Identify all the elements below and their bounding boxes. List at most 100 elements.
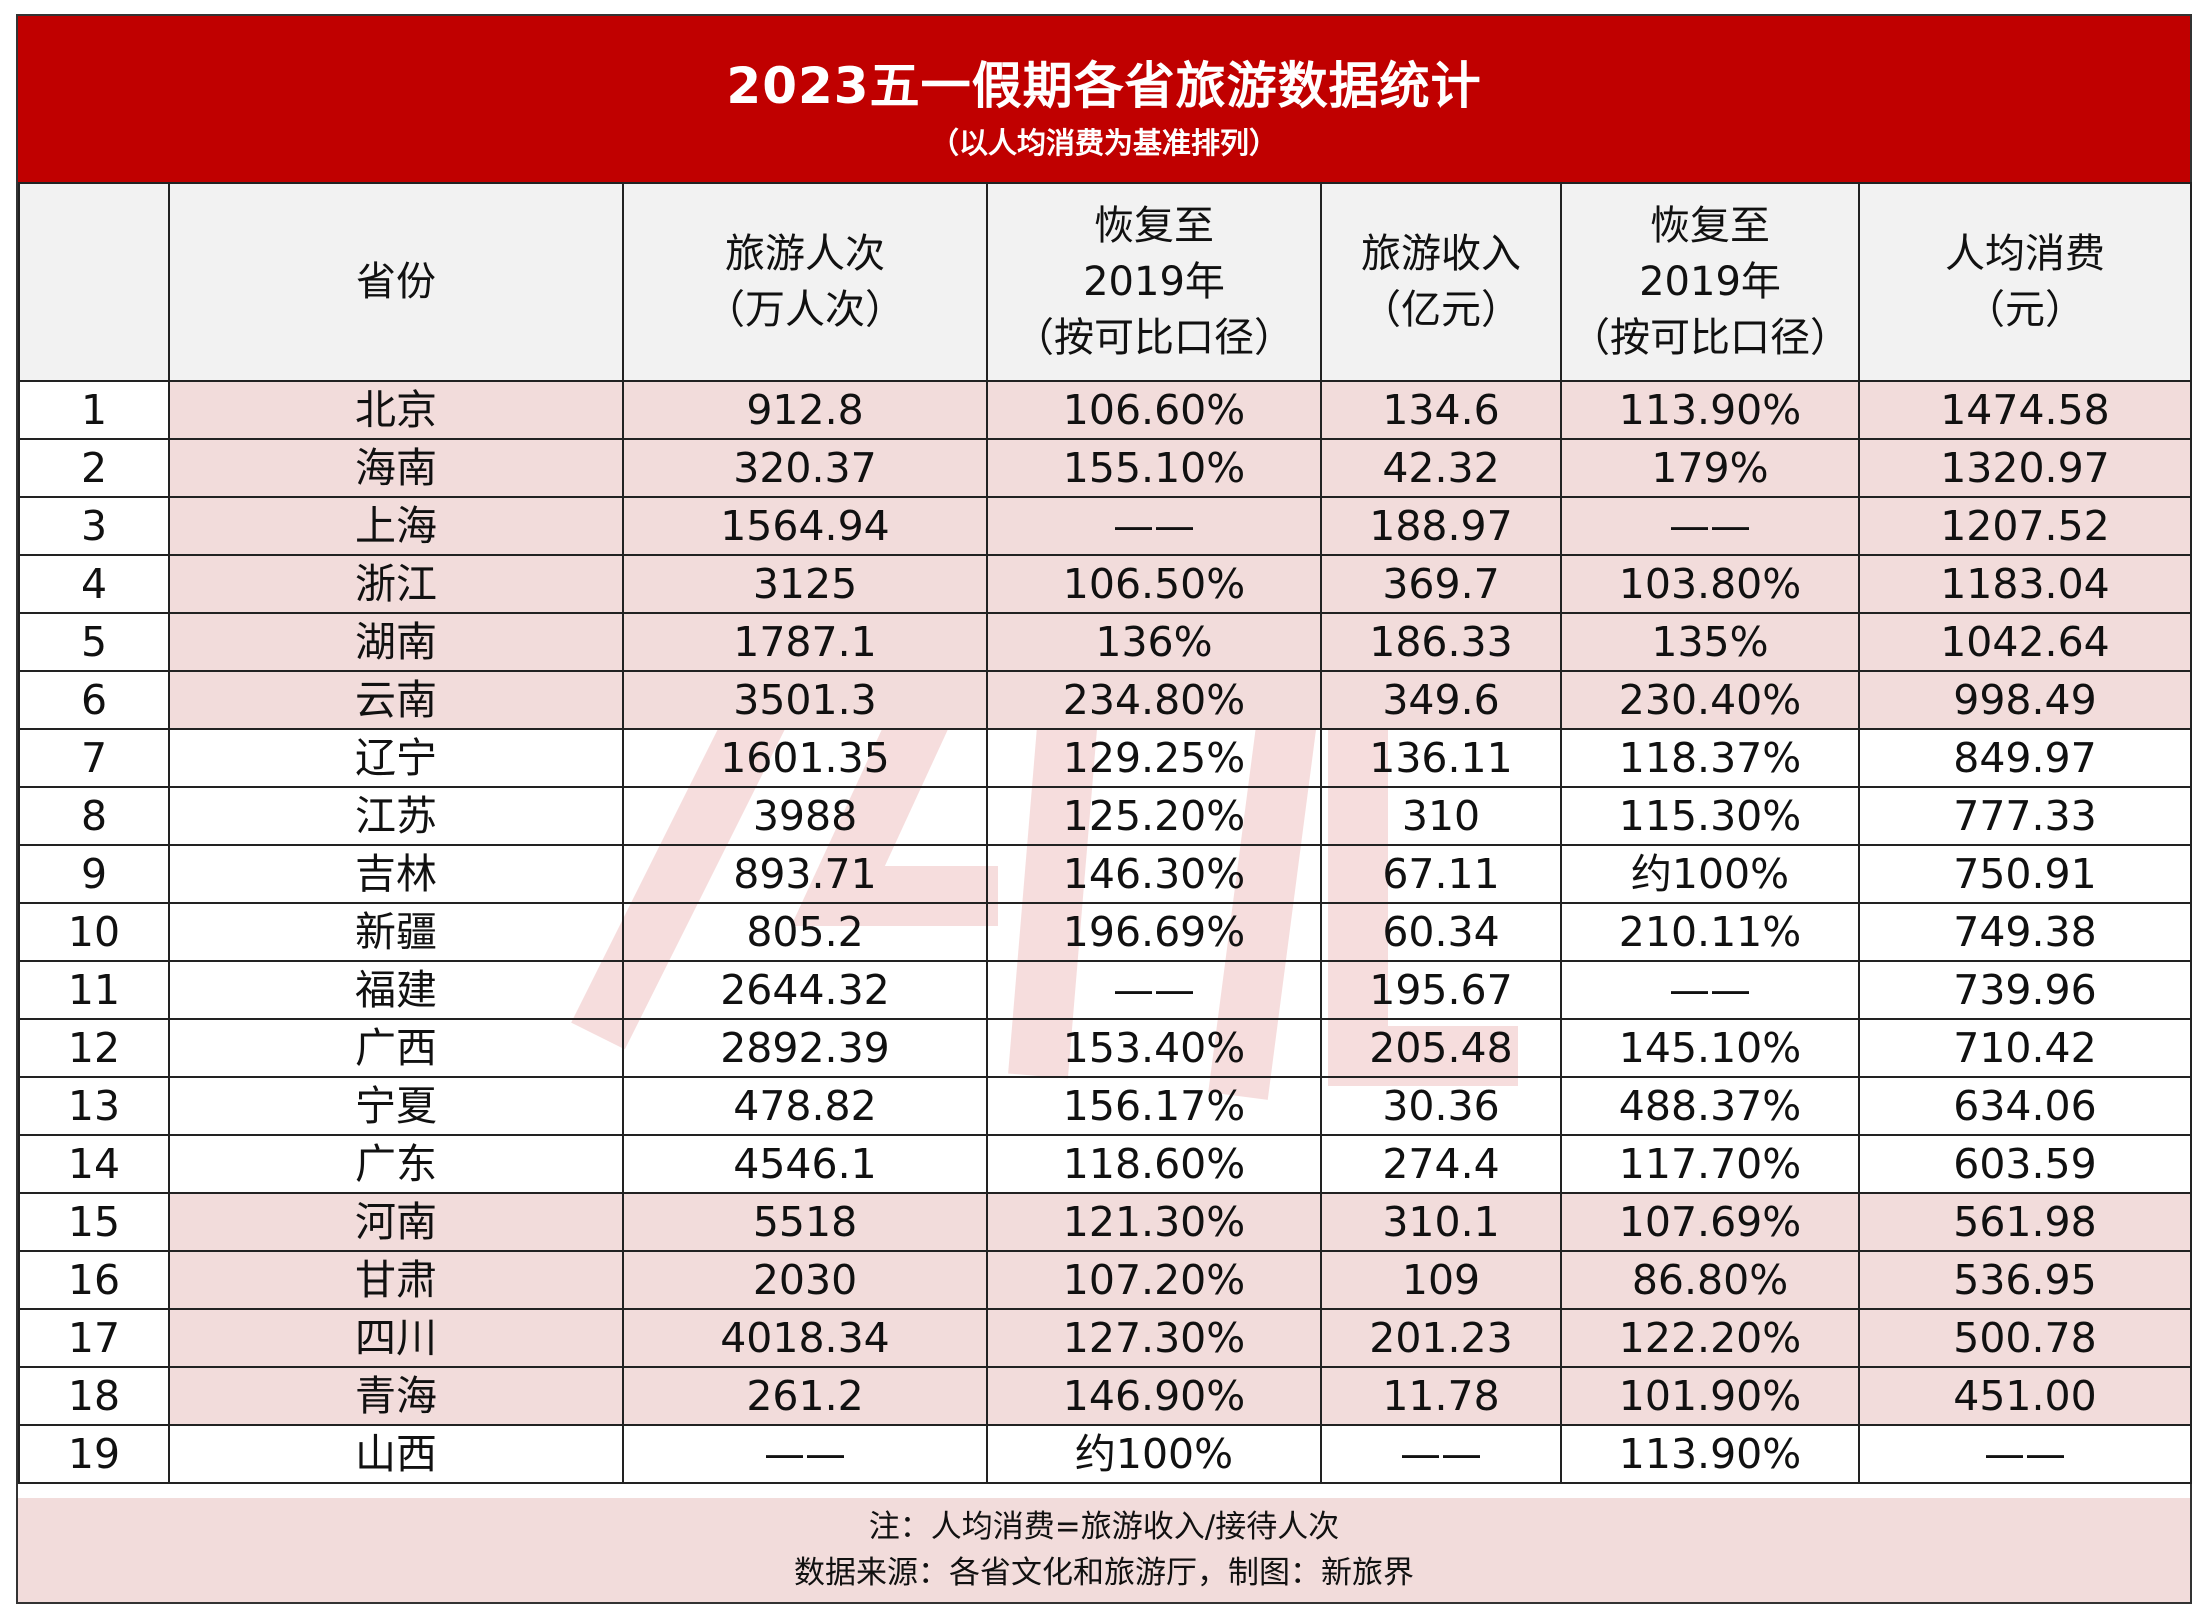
rank-column-header [18, 182, 170, 382]
visits-cell: 261.2 [622, 1366, 988, 1426]
table-row: 4 浙江 3125 106.50% 369.7 103.80% 1183.04 [18, 554, 2192, 614]
header-label-line: 2019年 [1083, 259, 1225, 305]
revenue-cell: 67.11 [1320, 844, 1562, 904]
visits-recovery-cell: 234.80% [986, 670, 1322, 730]
table-row: 6 云南 3501.3 234.80% 349.6 230.40% 998.49 [18, 670, 2192, 730]
revenue-cell: 310.1 [1320, 1192, 1562, 1252]
per-capita-cell: —— [1858, 1424, 2192, 1484]
rank-cell: 12 [18, 1018, 170, 1078]
rank-cell: 2 [18, 438, 170, 498]
per-capita-cell: 634.06 [1858, 1076, 2192, 1136]
revenue-recovery-column-header: 恢复至 2019年 （按可比口径） [1560, 182, 1860, 382]
table-row: 1 北京 912.8 106.60% 134.6 113.90% 1474.58 [18, 380, 2192, 440]
revenue-cell: 134.6 [1320, 380, 1562, 440]
page-subtitle: （以人均消费为基准排列） [929, 126, 1278, 160]
visits-cell: 5518 [622, 1192, 988, 1252]
rank-cell: 5 [18, 612, 170, 672]
rank-cell: 8 [18, 786, 170, 846]
header-label-line: 2019年 [1639, 259, 1781, 305]
revenue-recovery-cell: 230.40% [1560, 670, 1860, 730]
table-card: 2023五一假期各省旅游数据统计 （以人均消费为基准排列） 省份 旅游人次 （万人次… [16, 14, 2192, 1604]
province-cell: 福建 [168, 960, 624, 1020]
visits-cell: 320.37 [622, 438, 988, 498]
visits-recovery-column-header: 恢复至 2019年 （按可比口径） [986, 182, 1322, 382]
revenue-recovery-cell: 101.90% [1560, 1366, 1860, 1426]
visits-cell: 4546.1 [622, 1134, 988, 1194]
visits-recovery-cell: 125.20% [986, 786, 1322, 846]
province-cell: 四川 [168, 1308, 624, 1368]
per-capita-cell: 1207.52 [1858, 496, 2192, 556]
visits-cell: 1601.35 [622, 728, 988, 788]
footer-note: 注：人均消费=旅游收入/接待人次 [868, 1509, 1340, 1545]
table-row: 8 江苏 3988 125.20% 310 115.30% 777.33 [18, 786, 2192, 846]
per-capita-cell: 561.98 [1858, 1192, 2192, 1252]
table-row: 15 河南 5518 121.30% 310.1 107.69% 561.98 [18, 1192, 2192, 1252]
revenue-cell: 274.4 [1320, 1134, 1562, 1194]
revenue-recovery-cell: 145.10% [1560, 1018, 1860, 1078]
rank-cell: 6 [18, 670, 170, 730]
visits-cell: 3501.3 [622, 670, 988, 730]
revenue-recovery-cell: 117.70% [1560, 1134, 1860, 1194]
revenue-cell: 349.6 [1320, 670, 1562, 730]
revenue-recovery-cell: 113.90% [1560, 380, 1860, 440]
revenue-recovery-cell: 86.80% [1560, 1250, 1860, 1310]
visits-recovery-cell: 146.90% [986, 1366, 1322, 1426]
revenue-recovery-cell: 约100% [1560, 844, 1860, 904]
tourism-data-table: 省份 旅游人次 （万人次） 恢复至 2019年 （按可比口径） 旅游收入 （亿元） 恢复至 201… [18, 182, 2192, 1484]
revenue-recovery-cell: 103.80% [1560, 554, 1860, 614]
visits-cell: 2030 [622, 1250, 988, 1310]
visits-recovery-cell: 118.60% [986, 1134, 1322, 1194]
rank-cell: 16 [18, 1250, 170, 1310]
per-capita-cell: 536.95 [1858, 1250, 2192, 1310]
header-label-line: 恢复至 [1650, 203, 1770, 249]
visits-recovery-cell: 153.40% [986, 1018, 1322, 1078]
revenue-recovery-cell: 179% [1560, 438, 1860, 498]
per-capita-cell: 739.96 [1858, 960, 2192, 1020]
header-label-line: （亿元） [1361, 287, 1521, 333]
table-row: 2 海南 320.37 155.10% 42.32 179% 1320.97 [18, 438, 2192, 498]
province-cell: 河南 [168, 1192, 624, 1252]
revenue-cell: 201.23 [1320, 1308, 1562, 1368]
province-cell: 广西 [168, 1018, 624, 1078]
rank-cell: 18 [18, 1366, 170, 1426]
per-capita-cell: 750.91 [1858, 844, 2192, 904]
visits-cell: 2644.32 [622, 960, 988, 1020]
rank-cell: 4 [18, 554, 170, 614]
table-row: 19 山西 —— 约100% —— 113.90% —— [18, 1424, 2192, 1484]
header-label-line: （按可比口径） [1570, 315, 1850, 361]
revenue-cell: 109 [1320, 1250, 1562, 1310]
table-body: 1 北京 912.8 106.60% 134.6 113.90% 1474.58 2 海南 320… [18, 380, 2192, 1484]
revenue-recovery-cell: 488.37% [1560, 1076, 1860, 1136]
revenue-recovery-cell: 115.30% [1560, 786, 1860, 846]
title-banner: 2023五一假期各省旅游数据统计 （以人均消费为基准排列） [18, 16, 2190, 182]
per-capita-cell: 451.00 [1858, 1366, 2192, 1426]
rank-cell: 19 [18, 1424, 170, 1484]
per-capita-cell: 1042.64 [1858, 612, 2192, 672]
visits-cell: 3988 [622, 786, 988, 846]
revenue-cell: 30.36 [1320, 1076, 1562, 1136]
visits-recovery-cell: 156.17% [986, 1076, 1322, 1136]
per-capita-cell: 710.42 [1858, 1018, 2192, 1078]
header-label-line: （元） [1965, 287, 2085, 333]
province-cell: 江苏 [168, 786, 624, 846]
revenue-column-header: 旅游收入 （亿元） [1320, 182, 1562, 382]
province-column-header: 省份 [168, 182, 624, 382]
revenue-cell: 369.7 [1320, 554, 1562, 614]
visits-cell: 2892.39 [622, 1018, 988, 1078]
per-capita-cell: 1320.97 [1858, 438, 2192, 498]
table-row: 17 四川 4018.34 127.30% 201.23 122.20% 500.78 [18, 1308, 2192, 1368]
table-row: 14 广东 4546.1 118.60% 274.4 117.70% 603.59 [18, 1134, 2192, 1194]
visits-cell: 805.2 [622, 902, 988, 962]
table-row: 7 辽宁 1601.35 129.25% 136.11 118.37% 849.97 [18, 728, 2192, 788]
visits-recovery-cell: 136% [986, 612, 1322, 672]
per-capita-cell: 998.49 [1858, 670, 2192, 730]
province-cell: 广东 [168, 1134, 624, 1194]
revenue-recovery-cell: 113.90% [1560, 1424, 1860, 1484]
visits-recovery-cell: —— [986, 960, 1322, 1020]
rank-cell: 7 [18, 728, 170, 788]
table-row: 18 青海 261.2 146.90% 11.78 101.90% 451.00 [18, 1366, 2192, 1426]
visits-cell: 4018.34 [622, 1308, 988, 1368]
revenue-recovery-cell: 107.69% [1560, 1192, 1860, 1252]
rank-cell: 17 [18, 1308, 170, 1368]
revenue-recovery-cell: 135% [1560, 612, 1860, 672]
